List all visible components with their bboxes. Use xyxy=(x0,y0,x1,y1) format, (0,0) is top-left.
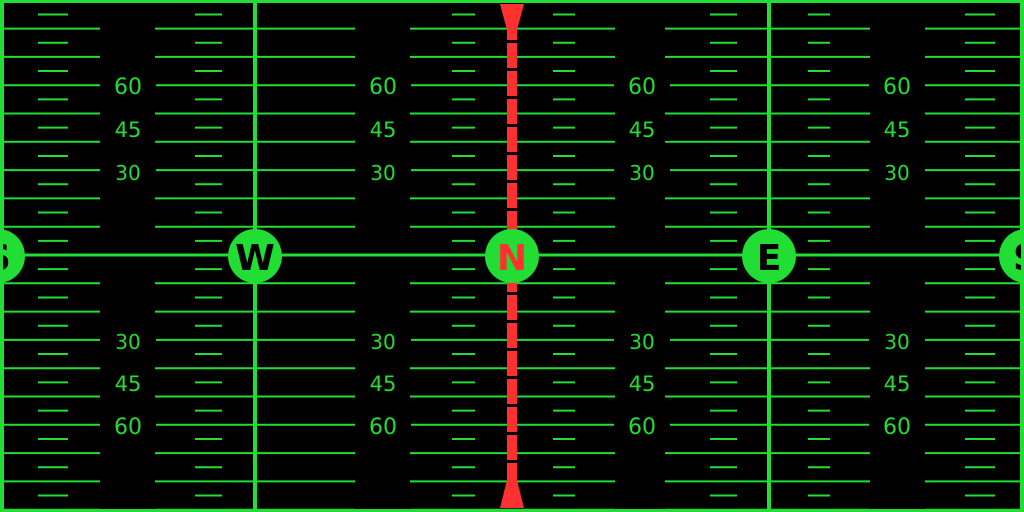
heading-dash-gap xyxy=(506,68,518,71)
lower-pitch-label: 60 xyxy=(114,415,142,440)
label-backing xyxy=(355,117,411,141)
cardinal-label: S xyxy=(1013,238,1024,279)
lower-pitch-label: 45 xyxy=(629,372,656,396)
heading-dash-gap xyxy=(506,124,518,127)
cardinal-n-marker: N xyxy=(485,229,539,283)
cardinal-e-marker: E xyxy=(742,229,796,283)
cardinal-circle xyxy=(742,229,796,283)
label-backing xyxy=(100,329,156,353)
heading-dash-gap xyxy=(506,292,518,295)
cardinal-label: E xyxy=(757,238,782,279)
cardinal-s-marker: S xyxy=(999,229,1024,283)
lower-pitch-label: 30 xyxy=(884,330,909,354)
label-backing xyxy=(614,74,670,98)
upper-pitch-label: 45 xyxy=(884,118,911,142)
upper-pitch-label: 30 xyxy=(629,161,654,185)
lower-pitch-label: 60 xyxy=(369,415,397,440)
label-backing xyxy=(614,371,670,395)
label-backing xyxy=(355,371,411,395)
heading-dash-gap xyxy=(506,320,518,323)
lower-pitch-label: 30 xyxy=(115,330,140,354)
upper-pitch-label: 60 xyxy=(114,75,142,100)
heading-dash-gap xyxy=(506,460,518,463)
cardinal-circle xyxy=(228,229,282,283)
label-backing xyxy=(100,74,156,98)
label-backing xyxy=(355,74,411,98)
pitch-tick-marks xyxy=(38,13,995,497)
upper-pitch-label: 30 xyxy=(884,161,909,185)
cardinal-label: S xyxy=(0,238,11,279)
upper-pitch-label: 60 xyxy=(369,75,397,100)
upper-pitch-label: 60 xyxy=(883,75,911,100)
heading-dash-gap xyxy=(506,180,518,183)
label-backing xyxy=(355,329,411,353)
lower-pitch-label: 30 xyxy=(629,330,654,354)
heading-dash-gap xyxy=(506,432,518,435)
lower-pitch-label: 30 xyxy=(370,330,395,354)
label-backing xyxy=(869,414,925,438)
cardinal-w-marker: W xyxy=(228,229,282,283)
label-backing xyxy=(614,414,670,438)
heading-dash-gap xyxy=(506,348,518,351)
label-backing xyxy=(869,117,925,141)
heading-dash-gap xyxy=(506,404,518,407)
lower-pitch-label: 60 xyxy=(628,415,656,440)
heading-dash-gap xyxy=(506,376,518,379)
lower-pitch-label: 45 xyxy=(115,372,142,396)
label-backing xyxy=(100,160,156,184)
label-backing xyxy=(614,329,670,353)
upper-pitch-label: 45 xyxy=(629,118,656,142)
cardinal-circle xyxy=(0,229,25,283)
cardinal-circle xyxy=(485,229,539,283)
heading-dash-gap xyxy=(506,208,518,211)
cardinal-circle xyxy=(999,229,1024,283)
lower-pitch-label: 45 xyxy=(370,372,397,396)
cardinal-label: W xyxy=(235,238,275,279)
label-backing xyxy=(355,414,411,438)
label-backing xyxy=(869,74,925,98)
label-backing xyxy=(100,371,156,395)
upper-pitch-label: 30 xyxy=(370,161,395,185)
lower-pitch-label: 60 xyxy=(883,415,911,440)
upper-pitch-label: 45 xyxy=(370,118,397,142)
label-backing xyxy=(100,414,156,438)
label-backing xyxy=(869,160,925,184)
upper-pitch-label: 45 xyxy=(115,118,142,142)
upper-pitch-label: 30 xyxy=(115,161,140,185)
cardinal-markers: SWNES xyxy=(0,229,1024,283)
cardinal-label: N xyxy=(497,238,527,279)
cardinal-s-marker: S xyxy=(0,229,25,283)
heading-dash-gap xyxy=(506,152,518,155)
label-backing xyxy=(614,117,670,141)
label-backing xyxy=(869,329,925,353)
lower-pitch-label: 45 xyxy=(884,372,911,396)
label-backing xyxy=(869,371,925,395)
heading-dash-gap xyxy=(506,96,518,99)
label-backing xyxy=(355,160,411,184)
label-backing xyxy=(100,117,156,141)
upper-pitch-label: 60 xyxy=(628,75,656,100)
pitch-labels: 60 60 60 60 45 45 45 45 30 30 30 30 30 30 30 30 45 45 45 45… xyxy=(100,74,925,440)
heading-dash-gap xyxy=(506,40,518,43)
label-backing xyxy=(614,160,670,184)
